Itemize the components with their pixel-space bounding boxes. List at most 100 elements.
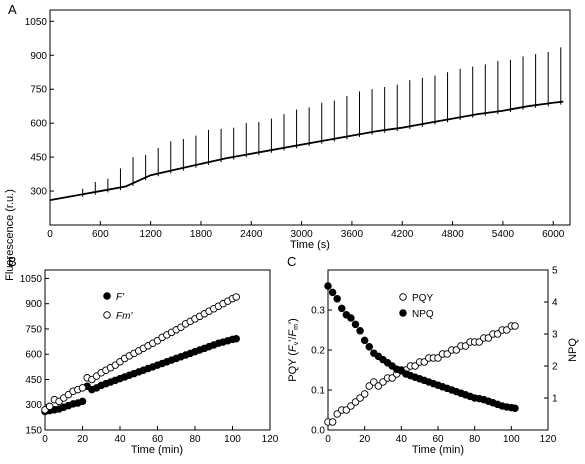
panel-c-x-label: Time (min): [412, 444, 464, 456]
x-tick-label: 600: [92, 229, 109, 240]
x-tick-label: 0: [325, 434, 331, 445]
pqy-point: [452, 346, 461, 354]
y-tick-label: 0.2: [311, 346, 325, 357]
pqy-point: [347, 402, 355, 410]
f-prime-point: [232, 334, 240, 343]
legend-pqy-label: PQY: [412, 293, 433, 304]
npq-point: [338, 304, 346, 313]
panel-label-b: B: [8, 254, 17, 269]
npq-point: [356, 327, 364, 335]
npq-point: [333, 295, 341, 303]
fluorescence-trace-line: [49, 100, 564, 201]
pqy-point: [503, 326, 511, 334]
f-prime-point: [78, 397, 87, 406]
panel-a-y-ticks: 300 450 600 750 900 1050: [25, 17, 54, 198]
x-tick-label: 20: [77, 434, 89, 445]
x-tick-label: 3000: [290, 229, 313, 240]
npq-point: [365, 343, 374, 351]
y-tick-label: 2: [552, 362, 558, 373]
npq-point: [351, 320, 360, 329]
panel-a-x-ticks: 0 600 1200 1800 2400 3000 3600 4200 4800 5400 6000: [47, 221, 565, 240]
pqy-point: [475, 338, 484, 346]
panel-a-frame: [49, 9, 571, 226]
pqy-point: [356, 394, 364, 402]
pqy-point: [461, 342, 470, 350]
panel-c-x-ticks: 0 20 40 60 80 100 120: [325, 426, 557, 445]
y-tick-label: 1050: [25, 17, 48, 28]
y-tick-label: 1: [552, 394, 558, 405]
x-tick-label: 6000: [542, 229, 565, 240]
x-tick-label: 1800: [190, 229, 213, 240]
x-tick-label: 120: [540, 434, 557, 445]
fm-prime-point: [45, 402, 54, 411]
pqy-point: [411, 362, 419, 370]
y-tick-label: 450: [25, 375, 42, 386]
panel-b: B 0 20 40 60 80 100 120 150 300 450 600 750 900 1050…: [8, 254, 279, 456]
x-tick-label: 4200: [391, 229, 414, 240]
x-tick-label: 40: [396, 434, 408, 445]
x-tick-label: 60: [432, 434, 444, 445]
fm-prime-point: [78, 384, 87, 392]
x-tick-label: 5400: [492, 229, 515, 240]
pqy-point: [360, 390, 369, 398]
npq-point: [324, 282, 332, 290]
y-tick-label: 0.0: [311, 426, 325, 437]
x-tick-label: 0: [42, 434, 48, 445]
x-tick-label: 60: [152, 434, 164, 445]
y-tick-label: 4: [552, 298, 558, 309]
fm-prime-point: [232, 293, 240, 301]
x-tick-label: 0: [47, 229, 53, 240]
npq-point: [328, 288, 337, 297]
y-tick-label: 150: [25, 426, 42, 437]
pqy-point: [374, 382, 383, 390]
panel-b-x-label: Time (min): [131, 444, 183, 456]
x-tick-label: 1200: [140, 229, 163, 240]
x-tick-label: 120: [262, 434, 279, 445]
panel-b-y-ticks: 150 300 450 600 750 900 1050: [20, 274, 49, 437]
y-tick-label: 900: [25, 299, 42, 310]
y-tick-label: 450: [30, 153, 47, 164]
y-tick-label: 0.3: [311, 306, 325, 317]
panel-c-right-y-label: NPQ: [567, 338, 579, 362]
y-tick-label: 600: [30, 119, 47, 130]
panel-c-left-y-ticks: 0.0 0.1 0.2 0.3: [311, 306, 332, 437]
panel-b-plot: [41, 293, 240, 416]
legend-npq-label: NPQ: [412, 309, 434, 320]
panel-c: C 0 20 40 60 80 100 120 0.0 0.1 0.2 0.3 1 2 3 4 5 Tim…: [287, 254, 579, 456]
panel-b-legend: F' Fm': [103, 292, 133, 322]
legend-f-prime-marker: [103, 292, 111, 300]
legend-npq-marker: [399, 309, 407, 317]
y-tick-label: 750: [30, 85, 47, 96]
pqy-point: [328, 418, 337, 426]
npq-point: [511, 404, 519, 412]
x-tick-label: 4800: [441, 229, 464, 240]
y-tick-label: 3: [552, 330, 558, 341]
x-tick-label: 100: [224, 434, 241, 445]
pqy-point: [342, 406, 351, 414]
npq-point: [347, 314, 355, 322]
x-tick-label: 40: [114, 434, 126, 445]
legend-f-prime-label: F': [116, 292, 125, 303]
y-tick-label: 1050: [20, 274, 43, 285]
panel-label-a: A: [8, 2, 17, 17]
pqy-point: [365, 382, 374, 390]
panel-a-plot: [49, 47, 564, 201]
panel-c-legend: PQY NPQ: [399, 293, 434, 320]
y-tick-label: 300: [25, 400, 42, 411]
panel-c-left-y-label: PQY (Fv'/Fm'): [287, 318, 300, 382]
pqy-point: [388, 374, 396, 382]
legend-fm-prime-marker: [103, 311, 111, 319]
x-tick-label: 80: [189, 434, 201, 445]
fluorescence-y-label: Fluorescence (r.u.): [4, 189, 16, 281]
pqy-point: [484, 334, 493, 342]
x-tick-label: 20: [359, 434, 371, 445]
legend-fm-prime-label: Fm': [116, 311, 133, 322]
legend-pqy-marker: [399, 293, 407, 301]
x-tick-label: 2400: [240, 229, 263, 240]
y-tick-label: 5: [552, 266, 558, 277]
pqy-point: [420, 358, 429, 366]
panel-a-x-label: Time (s): [290, 239, 330, 251]
panel-c-right-y-ticks: 1 2 3 4 5: [544, 266, 558, 405]
